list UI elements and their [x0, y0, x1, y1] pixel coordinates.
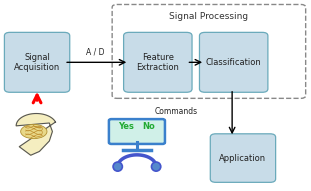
Text: Signal Processing: Signal Processing — [169, 12, 248, 21]
FancyBboxPatch shape — [199, 32, 268, 92]
Text: Signal
Acquisition: Signal Acquisition — [14, 53, 60, 72]
FancyBboxPatch shape — [109, 119, 165, 144]
FancyBboxPatch shape — [4, 32, 70, 92]
FancyBboxPatch shape — [123, 32, 192, 92]
Text: Commands: Commands — [154, 107, 197, 116]
Text: Application: Application — [219, 154, 267, 163]
Ellipse shape — [21, 124, 47, 139]
Polygon shape — [16, 113, 55, 155]
Text: Yes: Yes — [118, 122, 134, 131]
Text: A / D: A / D — [86, 48, 104, 57]
Text: Classification: Classification — [206, 58, 262, 67]
Text: No: No — [142, 122, 155, 131]
Text: Feature
Extraction: Feature Extraction — [137, 53, 179, 72]
Ellipse shape — [151, 162, 161, 171]
Ellipse shape — [113, 162, 122, 171]
FancyBboxPatch shape — [210, 134, 276, 182]
